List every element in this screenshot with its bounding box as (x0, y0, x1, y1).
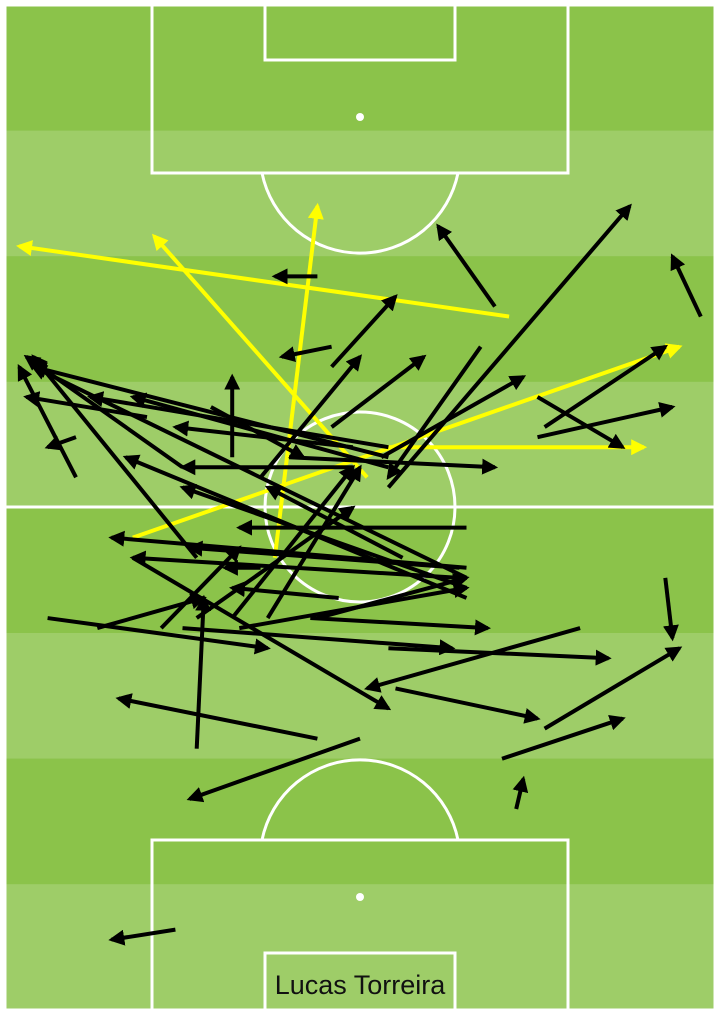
pass-arrow (278, 344, 332, 363)
pass-arrow (501, 715, 626, 761)
pass-arrow (512, 775, 529, 810)
pass-arrow (662, 577, 679, 642)
pass-arrow (108, 927, 176, 946)
top-penalty-arc (260, 172, 460, 255)
pass-arrow (195, 505, 356, 620)
pass-arrow (230, 464, 355, 620)
player-name: Lucas Torreira (274, 970, 446, 1000)
pass-arrow (115, 693, 318, 741)
pass-arrow (330, 354, 427, 429)
pass-arrow (131, 556, 392, 711)
pass-arrow (670, 253, 703, 318)
pass-arrow (264, 485, 404, 560)
pass-arrow (238, 582, 470, 631)
pass-arrow (386, 345, 483, 480)
passes (16, 202, 703, 946)
pitch-stripe (5, 758, 715, 886)
pass-arrow (30, 362, 389, 460)
pass-arrow (259, 354, 363, 479)
pitch-stripe (5, 256, 715, 383)
pass-arrow (31, 354, 199, 560)
pass-arrow (364, 626, 581, 693)
pass-arrow (47, 616, 271, 655)
pass-arrow (182, 626, 456, 656)
highlighted-pass-arrow (16, 240, 510, 319)
pass-arrow (543, 344, 668, 429)
pass-arrow (310, 616, 491, 636)
top-penalty-spot (356, 113, 364, 121)
pass-arrow (265, 464, 362, 620)
center-circle (263, 410, 457, 604)
pass-arrow (159, 545, 242, 630)
pass-arrow (44, 435, 77, 451)
pass-arrow (229, 581, 339, 600)
pass-arrow (17, 363, 78, 479)
bottom-penalty-spot (356, 893, 364, 901)
pass-arrow (209, 405, 307, 460)
pass-arrow (23, 391, 148, 420)
pitch-stripe (5, 884, 715, 1011)
pass-arrow (129, 550, 460, 580)
pitch-stripe (5, 5, 715, 132)
pass-arrow (380, 375, 527, 459)
pass-arrow (30, 365, 468, 580)
pass-arrow (436, 223, 497, 308)
pitch-markings (3, 3, 717, 1012)
pass-arrow (386, 203, 632, 489)
pass-arrow (543, 646, 683, 731)
pass-arrow (288, 455, 499, 475)
top-six-yard-box (263, 3, 457, 62)
pass-arrow (395, 686, 541, 724)
pass-arrow (330, 294, 398, 369)
pass-arrow (96, 593, 207, 631)
pass-arrow (194, 594, 212, 749)
pitch-stripe (5, 130, 715, 258)
bottom-six-yard-box (263, 951, 457, 1012)
pass-arrow (536, 395, 626, 449)
bottom-penalty-arc (260, 758, 460, 841)
pass-arrow (537, 401, 676, 440)
pass-arrow (186, 736, 361, 803)
